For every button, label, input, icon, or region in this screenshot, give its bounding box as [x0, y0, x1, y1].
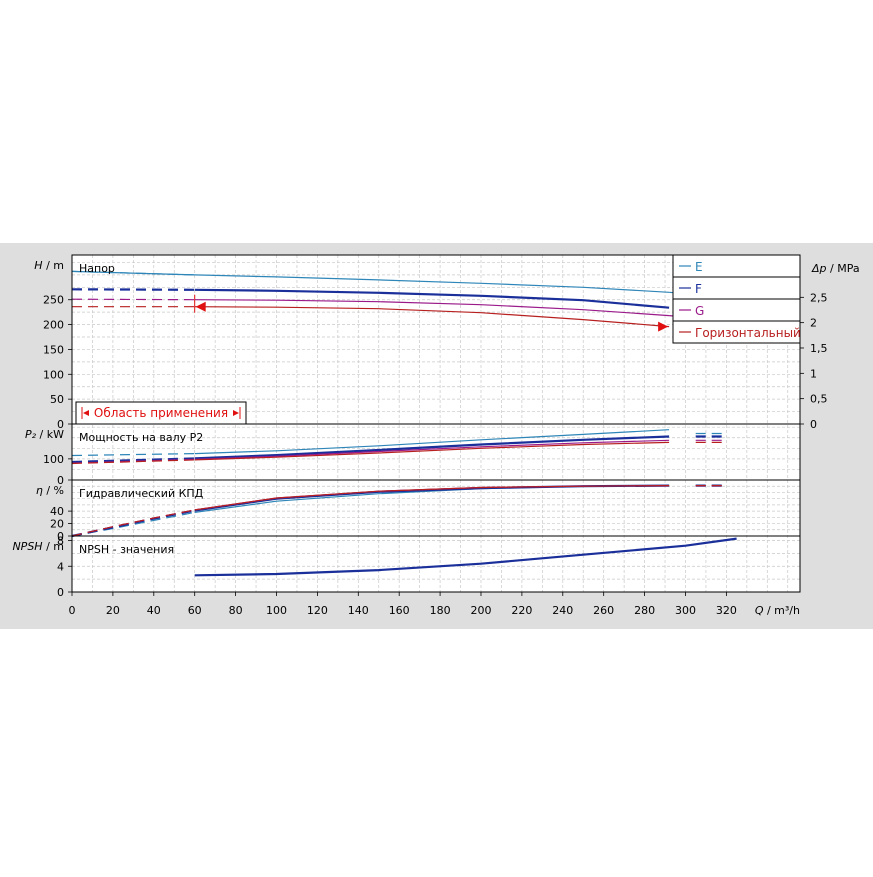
- right-tick-label: 2,5: [810, 291, 828, 304]
- series-power-dashed: [71, 457, 195, 464]
- right-tick-label: 2: [810, 317, 817, 330]
- app-range-box-arrow-left: [83, 410, 89, 416]
- series-head-line: [194, 299, 670, 317]
- x-tick-label: 320: [716, 604, 737, 617]
- y-axis-var: H: [34, 259, 42, 272]
- x-tick-label: 60: [188, 604, 202, 617]
- x-tick-label: 120: [307, 604, 328, 617]
- panel-title: Гидравлический КПД: [79, 487, 204, 500]
- y-tick-label: 4: [57, 560, 64, 573]
- x-tick-label: 0: [69, 604, 76, 617]
- series-head-line: [71, 270, 670, 293]
- x-tick-label: 100: [266, 604, 287, 617]
- y-axis-label: η / %: [36, 484, 64, 497]
- y-tick-label: 100: [43, 453, 64, 466]
- series-efficiency-line: [194, 485, 670, 511]
- series-head-dashed: [71, 288, 195, 291]
- legend-entry: E: [695, 260, 703, 274]
- app-range-end-arrow: [658, 321, 669, 332]
- y-axis-unit: / m: [43, 259, 64, 272]
- y-tick-label: 250: [43, 294, 64, 307]
- y-tick-label: 50: [50, 393, 64, 406]
- legend-entry: G: [695, 304, 704, 318]
- y-axis-unit: / kW: [36, 428, 64, 441]
- y-axis-unit: / m: [43, 540, 64, 553]
- series-power-line: [194, 439, 670, 460]
- panel-title: Мощность на валу P2: [79, 431, 203, 444]
- series-power-line: [194, 435, 670, 460]
- app-range-box: [75, 401, 247, 425]
- panel-title: NPSH - значения: [79, 543, 174, 556]
- right-axis-unit: / MPa: [827, 262, 860, 275]
- series-power-dashed: [71, 459, 195, 465]
- series-power-line: [194, 441, 670, 461]
- panel-frame-npsh: [71, 535, 801, 593]
- y-tick-label: 8: [57, 535, 64, 548]
- x-tick-label: 240: [552, 604, 573, 617]
- right-axis-label: Δp / MPa: [811, 262, 860, 275]
- y-tick-label: 150: [43, 343, 64, 356]
- x-axis-unit: / m³/h: [763, 604, 800, 617]
- y-tick-label: 0: [57, 586, 64, 599]
- x-tick-label: 40: [147, 604, 161, 617]
- x-tick-label: 220: [511, 604, 532, 617]
- series-head-dashed: [71, 298, 195, 301]
- y-tick-label: 0: [57, 418, 64, 431]
- y-axis-label: NPSH / m: [12, 540, 64, 553]
- right-axis-var: Δp: [811, 262, 827, 275]
- x-axis-label: Q / m³/h: [755, 604, 800, 617]
- y-axis-var: NPSH: [12, 540, 42, 553]
- y-axis-label: P₂ / kW: [25, 428, 64, 441]
- x-tick-label: 260: [593, 604, 614, 617]
- app-range-box-arrow-right: [233, 410, 239, 416]
- series-head-line: [194, 306, 670, 328]
- y-axis-unit: / %: [43, 484, 64, 497]
- x-tick-label: 140: [348, 604, 369, 617]
- x-tick-label: 300: [675, 604, 696, 617]
- x-tick-label: 20: [106, 604, 120, 617]
- panel-title: Напор: [79, 262, 115, 275]
- y-axis-var: η: [36, 484, 43, 497]
- app-range-start-arrow: [195, 301, 206, 312]
- x-tick-label: 180: [430, 604, 451, 617]
- y-axis-label: H / m: [34, 259, 64, 272]
- y-tick-label: 100: [43, 368, 64, 381]
- legend-entry: Горизонтальный: [695, 326, 801, 340]
- x-tick-label: 200: [470, 604, 491, 617]
- series-head-line: [194, 288, 670, 309]
- right-tick-label: 0,5: [810, 393, 828, 406]
- series-power-line: [194, 429, 670, 455]
- right-tick-label: 1: [810, 367, 817, 380]
- series-power-dashed: [71, 453, 195, 457]
- y-tick-label: 200: [43, 319, 64, 332]
- right-tick-label: 0: [810, 418, 817, 431]
- x-axis-var: Q: [755, 604, 764, 617]
- x-tick-label: 160: [389, 604, 410, 617]
- right-tick-label: 1,5: [810, 342, 828, 355]
- series-efficiency-dashed: [71, 509, 195, 537]
- y-tick-label: 40: [50, 505, 64, 518]
- y-tick-label: 0: [57, 530, 64, 543]
- x-tick-label: 80: [229, 604, 243, 617]
- series-npsh-line: [194, 537, 737, 577]
- x-tick-label: 280: [634, 604, 655, 617]
- legend-entry: F: [695, 282, 702, 296]
- y-tick-label: 0: [57, 474, 64, 487]
- y-tick-label: 20: [50, 518, 64, 531]
- app-range-label: Область применения: [94, 406, 228, 420]
- y-axis-var: P₂: [25, 428, 37, 441]
